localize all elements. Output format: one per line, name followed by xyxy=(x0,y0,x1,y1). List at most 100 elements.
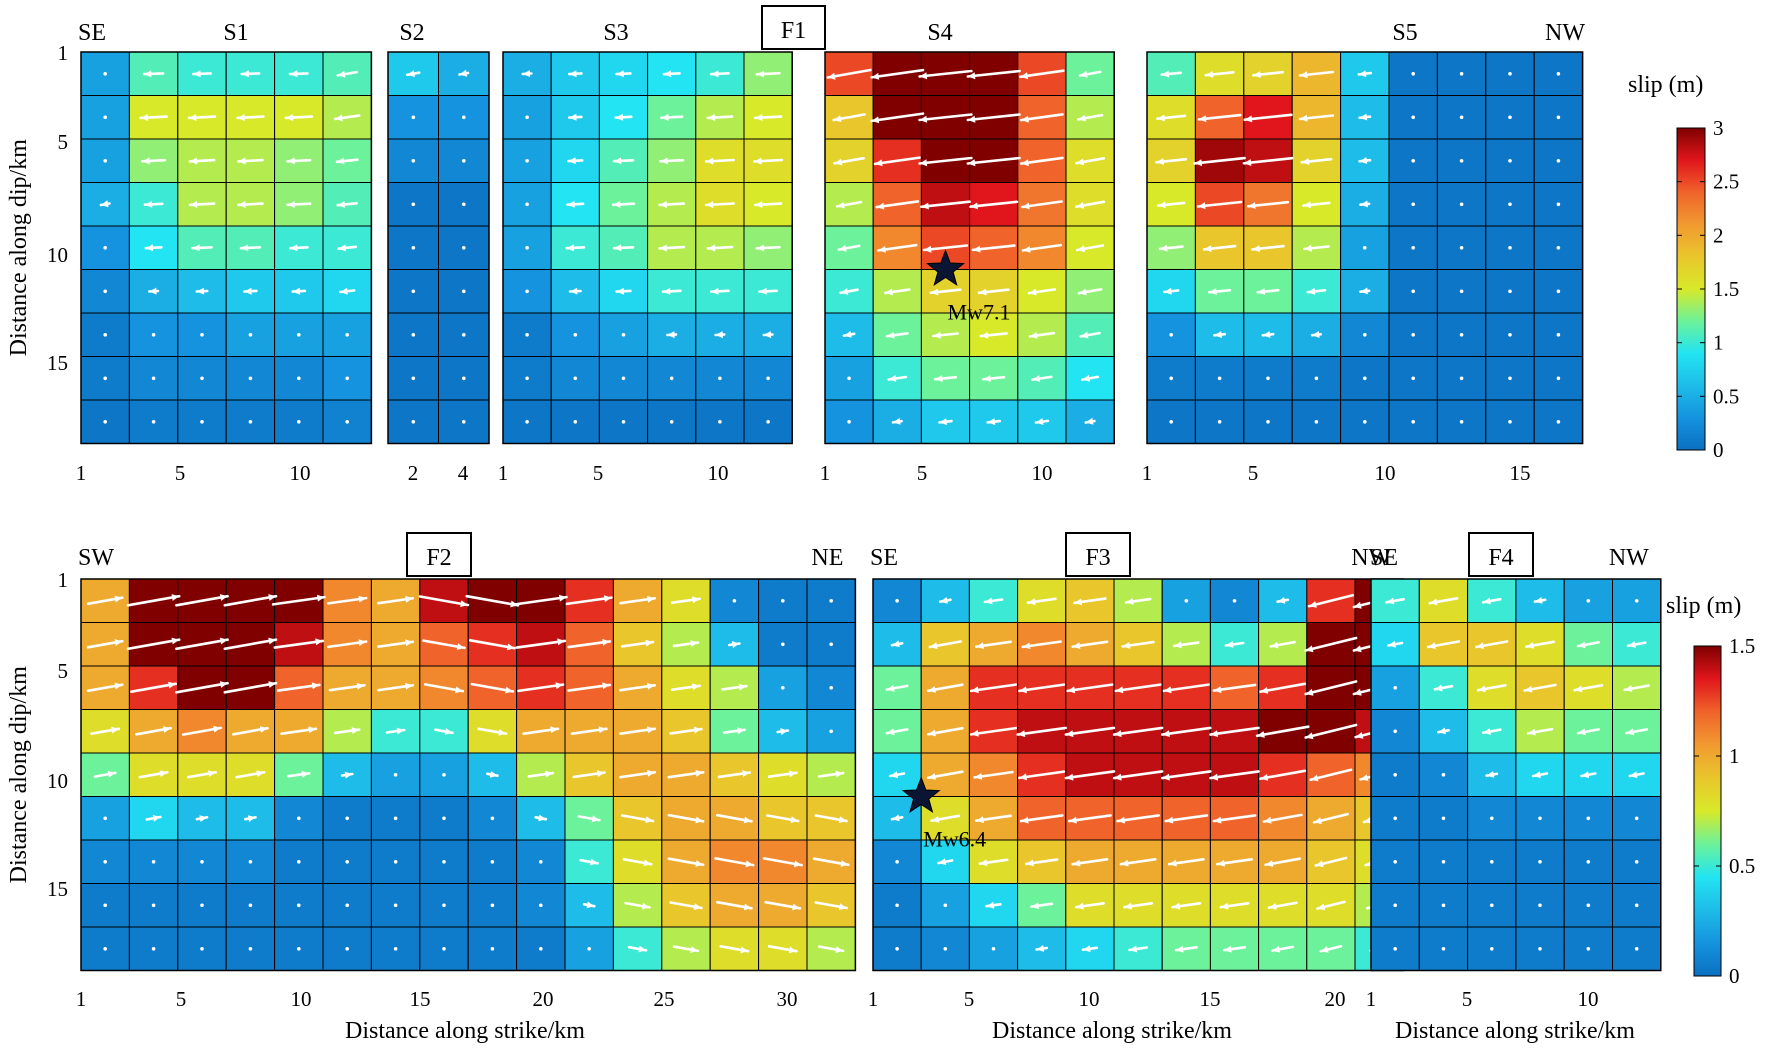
x-tick-label: 10 xyxy=(708,461,729,485)
panel-F4: 1 5 10 xyxy=(1366,578,1662,1011)
slip-vector xyxy=(273,638,325,649)
slip-vector xyxy=(291,287,307,295)
slip-vector xyxy=(151,903,156,908)
x-axis-label: Distance along strike/km xyxy=(345,1018,585,1044)
slip-vector xyxy=(1276,597,1290,604)
slip-vector xyxy=(200,333,204,337)
slip-vector xyxy=(462,202,466,207)
slip-vector xyxy=(883,288,911,296)
slip-vector xyxy=(1459,420,1464,424)
slip-vector xyxy=(1508,202,1512,207)
slip-vector xyxy=(1623,684,1650,692)
slip-vector xyxy=(1393,860,1397,864)
slip-cell xyxy=(177,312,227,357)
panel-border xyxy=(502,51,793,445)
colorbar-tick-label: 1 xyxy=(1713,331,1724,355)
slip-vector xyxy=(1075,157,1106,166)
slip-vector xyxy=(1411,376,1415,381)
slip-vector xyxy=(1112,770,1164,781)
y-tick-label: 10 xyxy=(47,243,68,267)
slip-vector xyxy=(709,70,730,78)
slip-vector xyxy=(614,113,633,121)
slip-vector xyxy=(1508,72,1512,76)
y-tick-label: 15 xyxy=(47,877,68,901)
y-tick-label: 1 xyxy=(58,568,69,592)
slip-vector xyxy=(937,858,954,866)
slip-vector xyxy=(1485,771,1499,778)
x-tick-label: 1 xyxy=(1142,461,1153,485)
direction-label: SE xyxy=(1370,545,1398,571)
slip-vector xyxy=(718,376,722,381)
slip-vector xyxy=(587,947,591,951)
slip-vector xyxy=(1312,812,1349,825)
y-axis-label: Distance along dip/km xyxy=(6,666,32,884)
slip-vector xyxy=(1393,947,1397,951)
x-tick-label: 10 xyxy=(291,987,312,1011)
slip-vector xyxy=(236,114,265,121)
slip-vector xyxy=(1161,770,1212,781)
slip-vector xyxy=(191,244,213,252)
slip-vector xyxy=(895,947,899,951)
direction-label: SE xyxy=(870,545,898,571)
slip-vector xyxy=(1556,72,1561,76)
slip-vector xyxy=(885,331,909,339)
slip-vector xyxy=(567,682,612,692)
slip-vector xyxy=(969,726,1018,737)
slip-vector xyxy=(187,770,217,779)
slip-vector xyxy=(1019,156,1064,167)
slip-vector xyxy=(1171,901,1202,910)
slip-vector xyxy=(982,375,1006,382)
slip-vector xyxy=(977,288,1010,296)
slip-cell xyxy=(438,138,490,183)
slip-vector xyxy=(103,860,107,864)
slip-vector xyxy=(1167,857,1205,867)
slip-vector xyxy=(1357,70,1373,78)
slip-vector xyxy=(248,420,253,424)
slip-vector xyxy=(767,944,798,954)
slip-vector xyxy=(175,637,229,651)
slip-vector xyxy=(462,333,466,337)
x-tick-label: 10 xyxy=(1375,461,1396,485)
x-tick-label: 1 xyxy=(76,987,87,1011)
slip-vector xyxy=(582,901,596,909)
slip-vector xyxy=(1525,640,1555,649)
slip-vector xyxy=(393,773,398,777)
slip-vector xyxy=(817,945,845,953)
slip-vector xyxy=(1533,597,1547,604)
slip-vector xyxy=(1124,597,1152,605)
x-tick-label: 20 xyxy=(533,987,554,1011)
slip-vector xyxy=(477,727,508,736)
slip-vector xyxy=(928,640,963,650)
slip-vector xyxy=(248,376,253,381)
slip-vector xyxy=(969,683,1018,694)
slip-vector xyxy=(922,244,969,253)
slip-vector xyxy=(1071,857,1109,867)
slip-vector xyxy=(377,595,415,605)
slip-vector xyxy=(1079,331,1101,339)
slip-vector xyxy=(340,771,354,779)
slip-vector xyxy=(297,903,301,908)
slip-vector xyxy=(1490,903,1494,908)
slip-vector xyxy=(978,858,1009,867)
slip-vector xyxy=(1255,725,1310,738)
slip-vector xyxy=(568,287,582,295)
slip-vector xyxy=(138,770,169,779)
hypocenter-Mw7.1: Mw7.1 xyxy=(926,249,1010,325)
slip-vector xyxy=(1363,420,1367,424)
slip-vector xyxy=(336,70,358,78)
slip-vector xyxy=(1576,728,1600,736)
slip-cell xyxy=(467,665,518,710)
slip-vector xyxy=(422,639,466,650)
slip-vector xyxy=(135,726,172,736)
slip-vector xyxy=(200,376,204,381)
slip-vector xyxy=(612,244,635,252)
slip-vector xyxy=(297,376,301,381)
slip-cell xyxy=(128,796,179,841)
slip-vector xyxy=(888,771,906,779)
panel-border xyxy=(80,578,857,972)
slip-vector xyxy=(99,200,111,208)
slip-vector xyxy=(718,420,722,424)
x-tick-label: 5 xyxy=(1248,461,1259,485)
slip-vector xyxy=(672,640,700,648)
slip-vector xyxy=(566,200,585,208)
